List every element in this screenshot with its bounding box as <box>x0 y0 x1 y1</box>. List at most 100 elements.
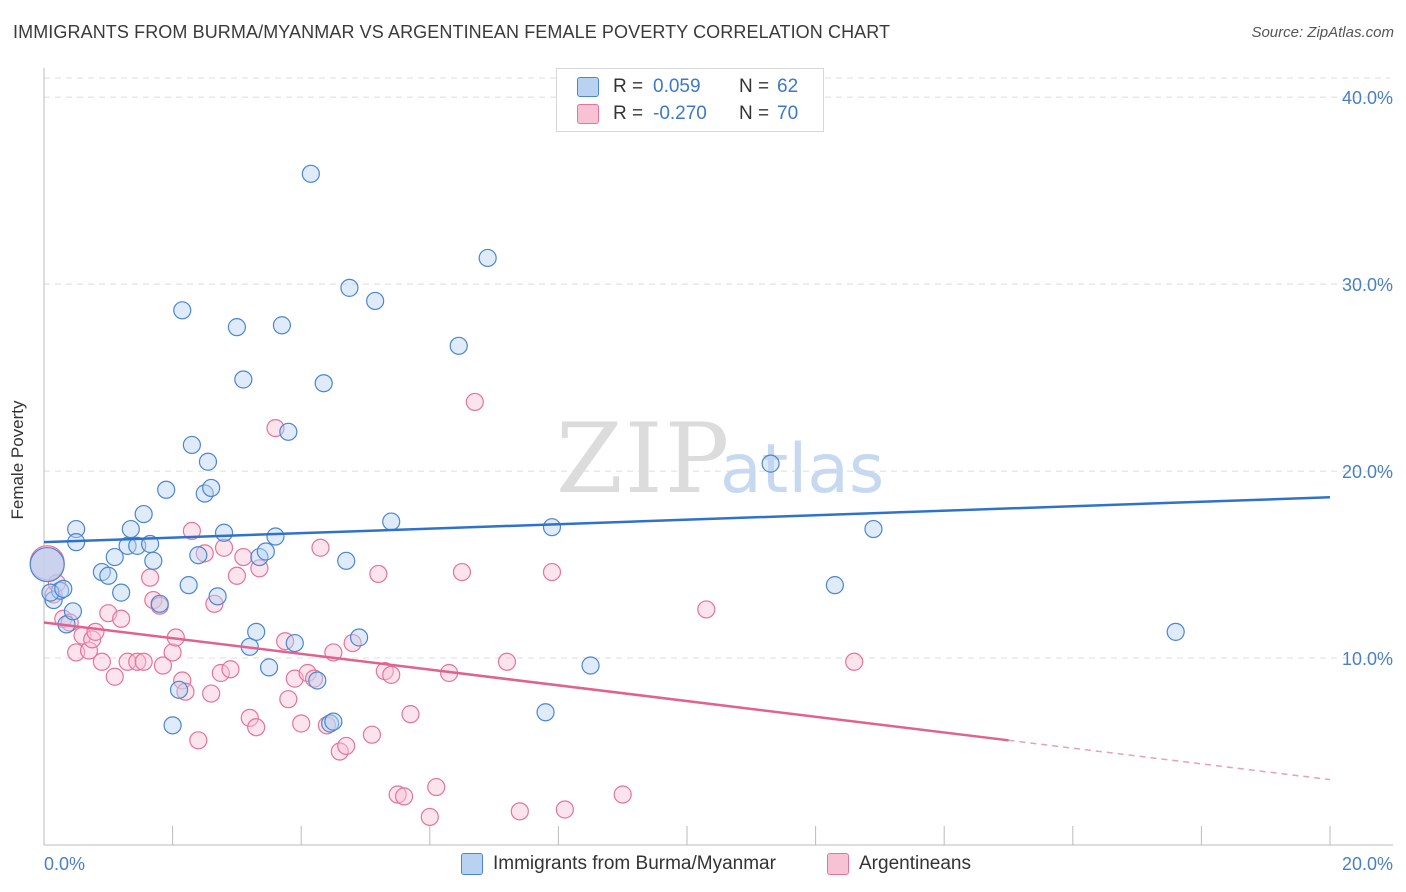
burma-point <box>29 546 65 583</box>
argentinean-point <box>202 684 221 703</box>
argentinean-point <box>388 785 407 804</box>
burma-point <box>150 594 169 613</box>
argentinean-point <box>221 660 240 679</box>
legend-swatch-pink <box>577 104 599 124</box>
argentinean-point <box>247 718 266 737</box>
x-tick-label: 0.0% <box>44 854 85 874</box>
burma-point <box>259 658 279 677</box>
y-tick-label: 30.0% <box>1342 275 1393 295</box>
burma-point <box>112 583 131 602</box>
bottom-legend-swatch-pink <box>827 853 849 875</box>
burma-point <box>478 248 497 268</box>
argentinean-point <box>311 538 330 557</box>
argentinean-point <box>542 562 562 582</box>
bottom-legend-swatch-blue <box>461 853 483 875</box>
burma-point <box>536 703 555 722</box>
burma-point <box>324 712 343 731</box>
burma-point <box>54 579 73 598</box>
argentinean-point <box>128 652 147 671</box>
trend-lines <box>43 496 1331 781</box>
argentinean-point <box>465 392 484 412</box>
watermark: ZIP atlas <box>556 403 884 515</box>
burma-point <box>272 316 292 335</box>
legend-r-label: R = <box>613 103 644 124</box>
argentinean-point <box>211 663 230 683</box>
burma-point <box>214 523 234 542</box>
grid-lines <box>44 77 1390 659</box>
burma-point <box>208 587 227 606</box>
argentinean-point <box>613 785 632 804</box>
burma-point <box>308 671 327 690</box>
bottom-legend-argentineans: Argentineans <box>827 850 971 878</box>
legend-swatch-blue <box>577 77 599 97</box>
argentinean-point <box>510 802 529 821</box>
axes <box>43 68 1393 846</box>
argentinean-point <box>195 544 214 563</box>
argentinean-point <box>86 622 105 641</box>
burma-point <box>67 519 86 539</box>
burma-point <box>99 566 118 585</box>
burma-point <box>301 164 320 183</box>
burma-point <box>761 454 780 473</box>
legend-r-value: -0.270 <box>653 103 707 124</box>
burma-point <box>105 547 124 567</box>
burma-point <box>864 519 883 539</box>
argentinean-point <box>401 705 420 724</box>
burma-point <box>157 480 176 499</box>
y-tick-label: 20.0% <box>1342 462 1393 482</box>
legend-n-value: 62 <box>777 76 799 97</box>
burma-point <box>266 527 285 546</box>
chart-title: IMMIGRANTS FROM BURMA/MYANMAR VS ARGENTI… <box>13 22 891 42</box>
burma-point <box>825 576 844 595</box>
legend-r-value: 0.059 <box>653 76 701 97</box>
legend-n-value: 70 <box>777 103 799 124</box>
argentinean-point <box>118 652 137 671</box>
burma-point <box>144 551 163 570</box>
burma-point <box>256 542 275 561</box>
burma-point <box>366 291 385 311</box>
burma-point <box>234 370 253 389</box>
burma-point <box>182 435 201 455</box>
argentinean-point <box>452 562 472 582</box>
y-tick-label: 40.0% <box>1342 88 1393 108</box>
burma-point <box>202 478 221 498</box>
correlation-legend: R = 0.059 N = 62 R = -0.270 N = 70 <box>556 68 824 132</box>
argentinean-point <box>845 652 864 671</box>
burma-point <box>449 336 468 355</box>
argentinean-point <box>555 800 574 819</box>
argentinean-point <box>153 656 173 675</box>
chart-source: Source: ZipAtlas.com <box>1251 24 1394 41</box>
burma-point <box>121 519 140 539</box>
burma-point <box>63 602 83 621</box>
argentinean-point <box>497 652 517 671</box>
argentinean-point <box>163 643 182 662</box>
burma-point <box>279 422 298 441</box>
legend-n-label: N = <box>739 76 770 97</box>
burma-point <box>198 452 218 471</box>
argentinean-point <box>427 777 446 797</box>
y-axis-label: Female Poverty <box>8 400 27 520</box>
argentinean-point <box>79 641 99 660</box>
argentinean-point <box>420 807 439 827</box>
burma-point <box>163 716 182 735</box>
watermark-zip: ZIP <box>556 403 731 515</box>
argentinean-point <box>369 564 388 584</box>
y-tick-label: 10.0% <box>1342 649 1393 669</box>
burma-point <box>189 546 208 565</box>
burma-point <box>314 374 333 393</box>
bottom-legend-burma: Immigrants from Burma/Myanmar <box>461 850 776 878</box>
legend-row-argentineans: R = -0.270 N = 70 <box>577 101 817 127</box>
burma-point <box>581 656 600 675</box>
argentinean-point <box>227 566 246 585</box>
burma-point <box>247 622 266 641</box>
argentinean-point <box>382 665 401 684</box>
burma-point <box>349 628 369 647</box>
watermark-atlas: atlas <box>720 430 884 509</box>
argentinean-point <box>182 521 201 541</box>
bottom-legend-label: Argentineans <box>859 853 971 874</box>
tick-labels: 10.0% 20.0% 30.0% 40.0% 0.0% 20.0% <box>44 88 1393 874</box>
bottom-legend-label: Immigrants from Burma/Myanmar <box>493 853 776 874</box>
burma-point <box>169 680 189 699</box>
argentinean-point <box>189 731 208 750</box>
